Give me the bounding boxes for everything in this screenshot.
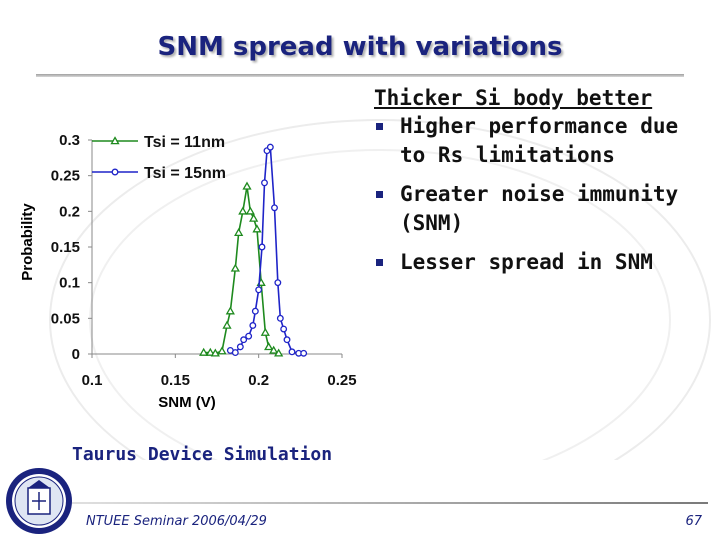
x-tick-label: 0.15 bbox=[161, 372, 190, 389]
bullet-text: Higher performance due to Rs limitations bbox=[400, 114, 679, 167]
key-points-list: Higher performance due to Rs limitations… bbox=[374, 112, 704, 277]
square-bullet-icon bbox=[376, 191, 383, 198]
data-point bbox=[245, 332, 253, 340]
data-point bbox=[111, 168, 119, 176]
data-point bbox=[236, 343, 244, 351]
list-item: Greater noise immunity (SNM) bbox=[374, 180, 704, 238]
data-point bbox=[264, 342, 274, 351]
watermark-background bbox=[49, 119, 711, 460]
y-tick-label: 0.05 bbox=[51, 310, 80, 327]
key-points-heading: Thicker Si body better bbox=[374, 86, 653, 110]
x-tick-label: 0.1 bbox=[82, 372, 103, 389]
series-line bbox=[230, 145, 304, 355]
data-point bbox=[260, 327, 270, 336]
data-point bbox=[266, 143, 274, 151]
data-point bbox=[234, 227, 244, 237]
series-0 bbox=[199, 181, 284, 357]
legend-label: Tsi = 15nm bbox=[144, 165, 226, 182]
data-point bbox=[269, 345, 279, 354]
y-tick-label: 0 bbox=[72, 346, 80, 363]
bullet-text: Greater noise immunity (SNM) bbox=[400, 182, 679, 235]
y-tick-label: 0.1 bbox=[59, 275, 80, 292]
data-point bbox=[255, 286, 263, 294]
square-bullet-icon bbox=[376, 259, 383, 266]
data-point bbox=[288, 348, 296, 356]
data-point bbox=[258, 243, 266, 251]
chart-series bbox=[199, 143, 308, 357]
x-axis-label: SNM (V) bbox=[158, 394, 216, 411]
data-point bbox=[222, 320, 232, 329]
data-point bbox=[199, 347, 209, 356]
simulation-note: Taurus Device Simulation bbox=[72, 444, 333, 465]
data-point bbox=[251, 307, 259, 315]
slide-title: SNM spread with variations bbox=[157, 32, 563, 62]
data-point bbox=[245, 206, 255, 215]
data-point bbox=[252, 224, 262, 233]
y-axis-label: Probability bbox=[19, 203, 36, 281]
data-point bbox=[240, 336, 248, 344]
seminar-footer: NTUEE Seminar 2006/04/29 bbox=[86, 514, 267, 529]
data-point bbox=[249, 322, 257, 329]
data-point bbox=[238, 206, 248, 215]
university-seal-icon bbox=[6, 468, 72, 534]
data-point bbox=[274, 279, 282, 287]
data-point bbox=[110, 136, 120, 145]
y-tick-label: 0.25 bbox=[51, 168, 80, 185]
page-number: 67 bbox=[685, 514, 702, 529]
chart-axes: 0.1 0.15 0.2 0.25 0 0.05 0.1 0.15 0.2 0.25 0.3 bbox=[51, 132, 357, 389]
data-point bbox=[249, 213, 259, 222]
y-tick-label: 0.15 bbox=[51, 239, 80, 256]
list-item: Lesser spread in SNM bbox=[374, 248, 704, 277]
square-bullet-icon bbox=[376, 123, 383, 130]
data-point bbox=[217, 346, 227, 355]
footer-divider bbox=[72, 502, 708, 504]
title-divider bbox=[36, 74, 684, 77]
data-point bbox=[261, 179, 268, 187]
data-point bbox=[276, 314, 284, 322]
y-tick-label: 0.2 bbox=[59, 203, 80, 220]
data-point bbox=[271, 204, 278, 212]
data-point bbox=[283, 336, 291, 344]
list-item: Higher performance due to Rs limitations bbox=[374, 112, 704, 170]
data-point bbox=[242, 181, 252, 190]
data-point bbox=[210, 348, 220, 357]
data-point bbox=[205, 347, 215, 356]
y-tick-label: 0.3 bbox=[59, 132, 80, 149]
data-point bbox=[274, 348, 284, 357]
legend-label: Tsi = 11nm bbox=[144, 134, 225, 151]
bullet-text: Lesser spread in SNM bbox=[400, 250, 653, 274]
chart-legend: Tsi = 11nm Tsi = 15nm bbox=[92, 134, 226, 182]
data-point bbox=[231, 349, 239, 357]
data-point bbox=[300, 349, 308, 357]
series-1 bbox=[226, 143, 308, 357]
data-point bbox=[230, 263, 240, 272]
x-tick-label: 0.2 bbox=[248, 372, 269, 389]
key-points-panel: Thicker Si body better Higher performanc… bbox=[374, 86, 704, 287]
data-point bbox=[225, 306, 235, 315]
data-point bbox=[280, 325, 288, 333]
snm-probability-chart: 0.1 0.15 0.2 0.25 0 0.05 0.1 0.15 0.2 0.25 0.3 Tsi… bbox=[19, 132, 357, 411]
x-tick-label: 0.25 bbox=[327, 372, 356, 389]
